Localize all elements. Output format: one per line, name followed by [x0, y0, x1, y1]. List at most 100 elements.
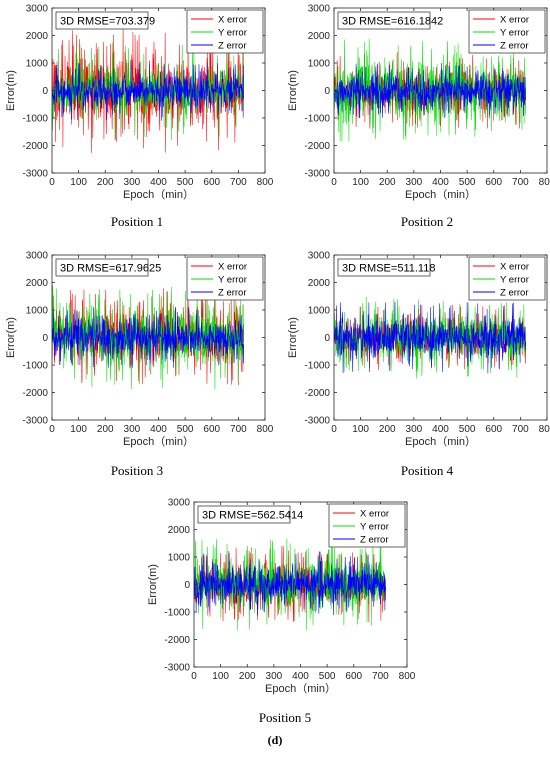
y-axis-label: Error(m) [287, 317, 299, 358]
x-tick-label: 600 [485, 424, 502, 435]
y-tick-label: 1000 [308, 59, 331, 70]
y-tick-label: 1000 [168, 553, 191, 564]
legend-entry: Y error [218, 28, 247, 39]
x-tick-label: 300 [124, 177, 141, 188]
x-tick-label: 400 [432, 424, 449, 435]
x-tick-label: 0 [49, 424, 55, 435]
caption-position-2: Position 2 [400, 214, 454, 229]
x-tick-label: 300 [406, 424, 423, 435]
caption-position-4: Position 4 [400, 463, 454, 478]
y-tick-label: 1000 [26, 59, 49, 70]
legend-entry: Z error [218, 41, 247, 52]
legend-entry: Z error [500, 41, 529, 52]
y-tick-label: 0 [184, 580, 190, 591]
x-tick-label: 500 [177, 424, 194, 435]
series-line-z-error [52, 60, 244, 121]
x-tick-label: 800 [257, 424, 274, 435]
series-line-z-error [52, 307, 244, 368]
x-tick-label: 800 [257, 177, 274, 188]
y-tick-label: 2000 [308, 278, 331, 289]
x-axis-label: Epoch（min） [265, 682, 336, 695]
rmse-box [55, 11, 149, 30]
x-tick-label: 400 [150, 177, 167, 188]
x-tick-label: 300 [124, 424, 141, 435]
legend-entry: X error [360, 509, 389, 520]
y-tick-label: -1000 [164, 608, 190, 619]
x-tick-label: 300 [266, 671, 283, 682]
y-tick-label: 3000 [308, 4, 331, 15]
y-tick-label: -3000 [164, 663, 190, 674]
y-tick-label: -2000 [304, 388, 330, 399]
x-tick-label: 0 [331, 177, 337, 188]
caption-position-3: Position 3 [110, 463, 164, 478]
legend-entry: X error [500, 15, 529, 26]
x-tick-label: 600 [345, 671, 362, 682]
x-tick-label: 600 [203, 177, 220, 188]
y-tick-label: 3000 [168, 498, 191, 509]
y-tick-label: -2000 [22, 141, 48, 152]
y-tick-label: 1000 [308, 306, 331, 317]
y-tick-label: -1000 [304, 114, 330, 125]
legend-entry: X error [500, 262, 529, 273]
x-tick-label: 700 [512, 424, 529, 435]
x-tick-label: 200 [97, 424, 114, 435]
x-tick-label: 500 [459, 177, 476, 188]
y-tick-label: 2000 [26, 31, 49, 42]
y-tick-label: 0 [42, 86, 48, 97]
legend-entry: Z error [360, 535, 389, 546]
series-line-z-error [194, 551, 386, 616]
x-tick-label: 200 [379, 424, 396, 435]
series-line-z-error [334, 63, 526, 119]
y-tick-label: 2000 [168, 525, 191, 536]
series-line-y-error [334, 38, 526, 142]
x-axis-label: Epoch（min） [405, 435, 476, 448]
x-tick-label: 0 [191, 671, 197, 682]
x-tick-label: 400 [150, 424, 167, 435]
rmse-annotation: 3D RMSE=616.1842 [342, 16, 443, 28]
series-line-z-error [334, 301, 526, 374]
x-tick-label: 0 [331, 424, 337, 435]
y-tick-label: 2000 [308, 31, 331, 42]
y-tick-label: -1000 [304, 361, 330, 372]
rmse-box [337, 258, 431, 277]
y-tick-label: -3000 [304, 169, 330, 180]
x-tick-label: 700 [512, 177, 529, 188]
x-tick-label: 800 [399, 671, 416, 682]
y-tick-label: -2000 [164, 635, 190, 646]
x-tick-label: 500 [177, 177, 194, 188]
x-tick-label: 200 [379, 177, 396, 188]
y-tick-label: -3000 [22, 416, 48, 427]
x-tick-label: 800 [539, 177, 550, 188]
x-tick-label: 100 [352, 177, 369, 188]
x-axis-label: Epoch（min） [405, 188, 476, 201]
x-tick-label: 200 [239, 671, 256, 682]
x-tick-label: 400 [292, 671, 309, 682]
x-tick-label: 300 [406, 177, 423, 188]
y-tick-label: 1000 [26, 306, 49, 317]
rmse-annotation: 3D RMSE=562.5414 [202, 510, 303, 522]
y-axis-label: Error(m) [147, 564, 159, 605]
y-tick-label: 3000 [26, 251, 49, 262]
x-tick-label: 100 [352, 424, 369, 435]
y-tick-label: -3000 [22, 169, 48, 180]
x-tick-label: 0 [49, 177, 55, 188]
legend-entry: Z error [218, 288, 247, 299]
y-axis-label: Error(m) [5, 70, 17, 111]
legend-entry: Y error [218, 275, 247, 286]
y-tick-label: 2000 [26, 278, 49, 289]
x-tick-label: 600 [203, 424, 220, 435]
legend-entry: Z error [500, 288, 529, 299]
y-tick-label: 0 [324, 86, 330, 97]
legend-entry: Y error [500, 275, 529, 286]
y-tick-label: -1000 [22, 361, 48, 372]
x-tick-label: 500 [459, 424, 476, 435]
x-tick-label: 400 [432, 177, 449, 188]
x-tick-label: 500 [319, 671, 336, 682]
rmse-box [197, 505, 291, 524]
